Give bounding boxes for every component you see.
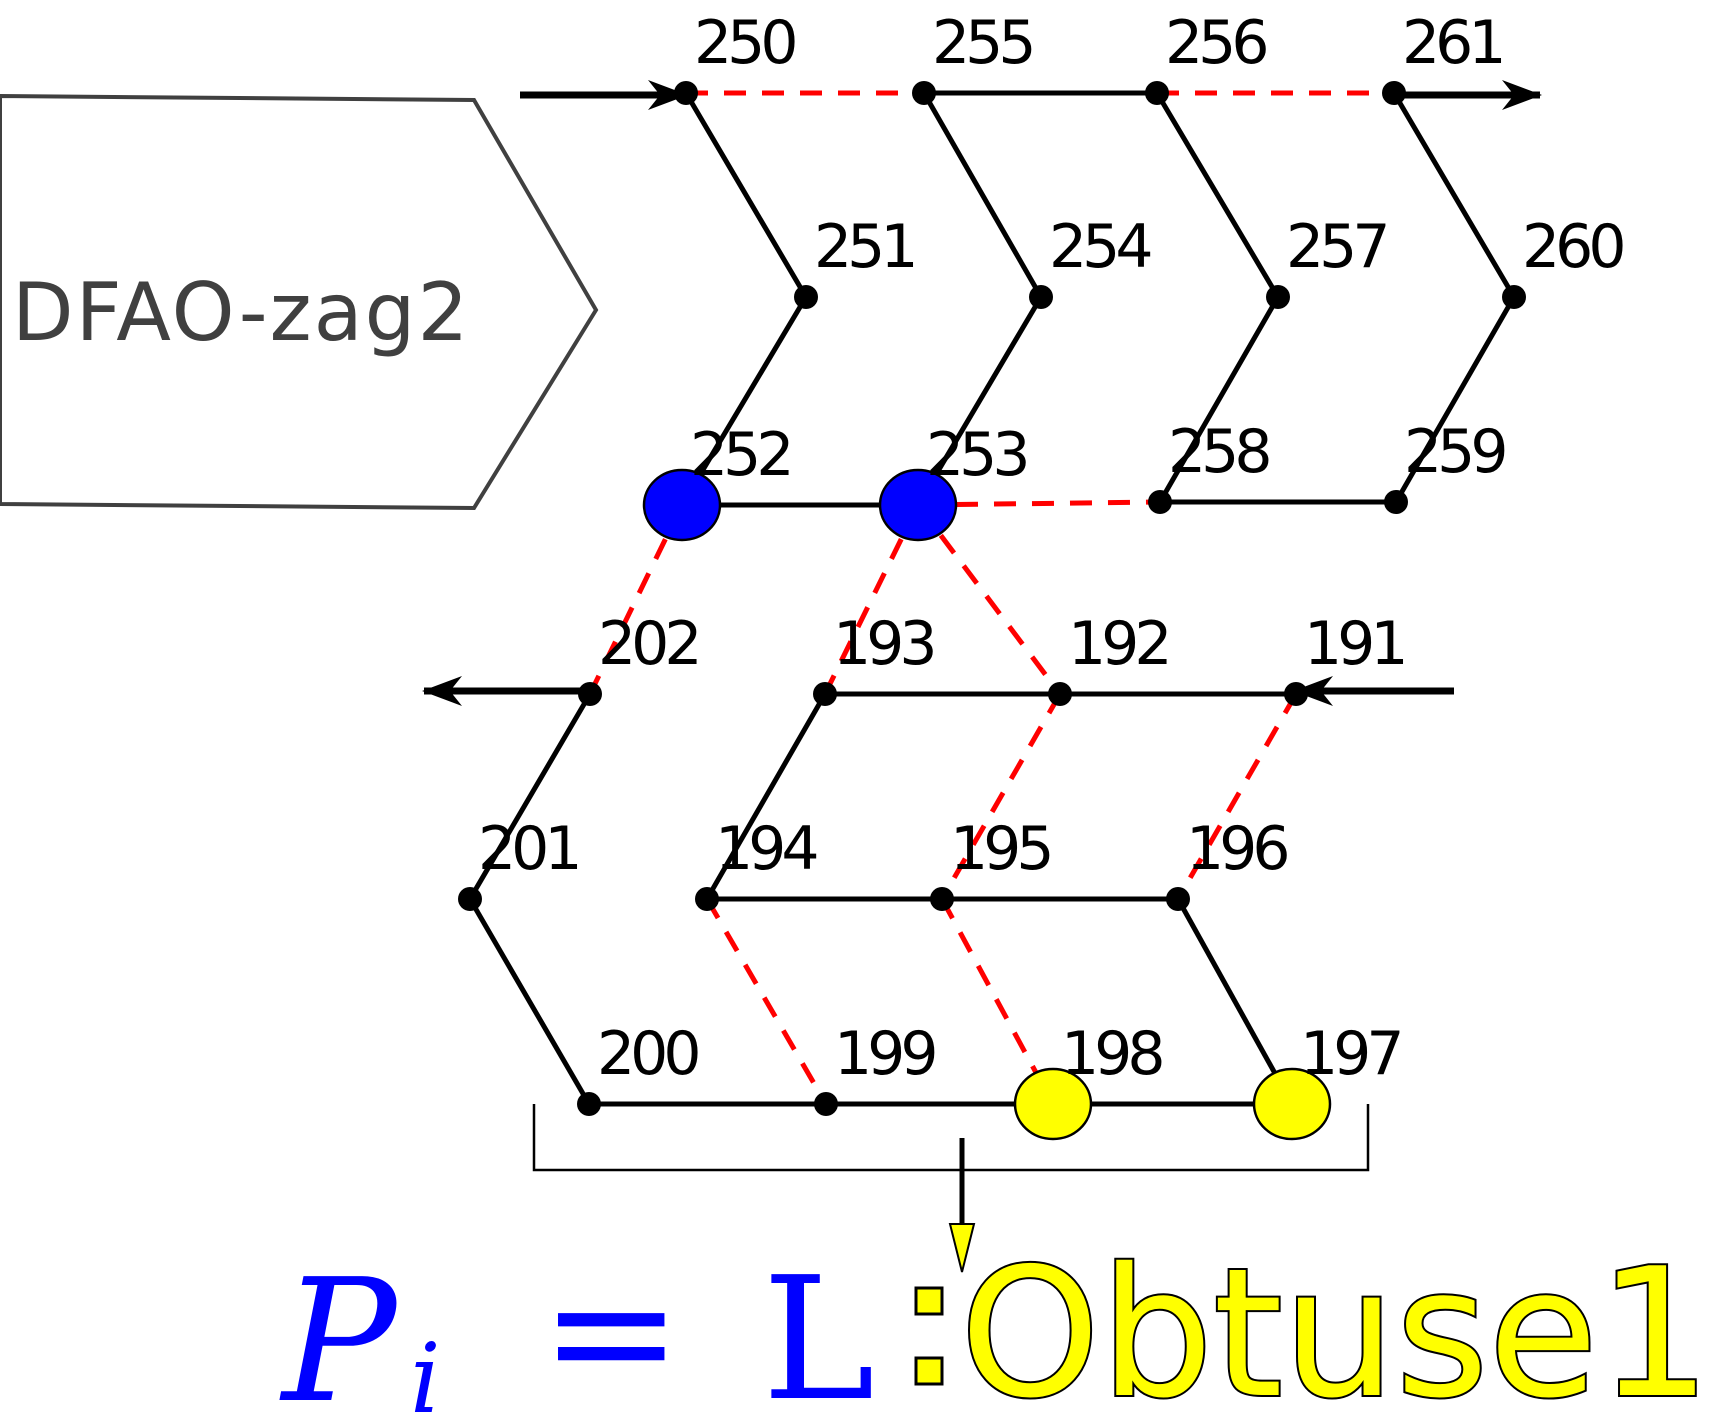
separator-dot-top bbox=[914, 1286, 944, 1316]
edge-255-254 bbox=[921, 91, 1044, 299]
node-261 bbox=[1382, 81, 1406, 105]
node-258 bbox=[1148, 490, 1172, 514]
node-label-255: 255 bbox=[932, 8, 1032, 78]
edge-261-260 bbox=[1391, 91, 1517, 299]
node-label-257: 257 bbox=[1286, 212, 1386, 282]
node-label-254: 254 bbox=[1049, 212, 1150, 282]
node-label-251: 251 bbox=[814, 212, 914, 282]
node-192 bbox=[1048, 682, 1072, 706]
formula-symbol: P bbox=[279, 1243, 399, 1421]
edge-202-201 bbox=[467, 692, 593, 901]
edge-193-194 bbox=[704, 692, 828, 901]
node-259 bbox=[1384, 490, 1408, 514]
node-label-198: 198 bbox=[1061, 1019, 1162, 1089]
edge-192-195 bbox=[939, 692, 1063, 901]
formula-equals: = bbox=[540, 1233, 682, 1421]
node-label-258: 258 bbox=[1168, 417, 1269, 487]
edge-253-192 bbox=[916, 503, 1062, 696]
node-label-200: 200 bbox=[597, 1019, 698, 1089]
node-label-259: 259 bbox=[1404, 417, 1504, 487]
node-label-196: 196 bbox=[1186, 814, 1287, 884]
pointer-arrowhead bbox=[948, 1223, 976, 1273]
flow-arrows bbox=[422, 80, 1542, 706]
edge-250-251 bbox=[683, 91, 809, 299]
node-label-199: 199 bbox=[834, 1019, 934, 1089]
node-label-194: 194 bbox=[715, 814, 816, 884]
formula-result: Obtuse1 bbox=[960, 1230, 1711, 1421]
node-257 bbox=[1266, 285, 1290, 309]
node-200 bbox=[577, 1092, 601, 1116]
edge-194-199 bbox=[704, 897, 829, 1106]
node-label-193: 193 bbox=[833, 609, 933, 679]
node-label-260: 260 bbox=[1522, 212, 1623, 282]
node-label-252: 252 bbox=[690, 420, 790, 490]
node-251 bbox=[794, 285, 818, 309]
edge-196-197 bbox=[1175, 897, 1295, 1106]
node-label-202: 202 bbox=[598, 609, 698, 679]
node-label-191: 191 bbox=[1304, 609, 1404, 679]
node-195 bbox=[930, 887, 954, 911]
separator-dot-bottom bbox=[914, 1356, 944, 1386]
node-label-195: 195 bbox=[950, 814, 1050, 884]
node-199 bbox=[814, 1092, 838, 1116]
bracket-line bbox=[532, 1104, 1370, 1172]
edge-257-258 bbox=[1157, 295, 1281, 504]
node-255 bbox=[912, 81, 936, 105]
node-197 bbox=[1252, 1067, 1332, 1141]
edge-256-257 bbox=[1154, 91, 1281, 299]
nodes-layer bbox=[458, 81, 1526, 1141]
node-label-253: 253 bbox=[926, 420, 1026, 490]
banner-shape bbox=[0, 93, 599, 511]
node-label-261: 261 bbox=[1402, 8, 1502, 78]
node-201 bbox=[458, 887, 482, 911]
node-193 bbox=[813, 682, 837, 706]
node-196 bbox=[1166, 887, 1190, 911]
node-label-201: 201 bbox=[478, 814, 578, 884]
edge-251-252 bbox=[679, 295, 809, 507]
node-250 bbox=[674, 81, 698, 105]
node-198 bbox=[1013, 1067, 1093, 1141]
node-253 bbox=[878, 468, 958, 542]
node-202 bbox=[578, 682, 602, 706]
dfao-banner: DFAO-zag2 bbox=[0, 93, 599, 511]
edge-254-253 bbox=[915, 295, 1044, 507]
node-260 bbox=[1502, 285, 1526, 309]
node-254 bbox=[1029, 285, 1053, 309]
node-256 bbox=[1145, 81, 1169, 105]
node-252 bbox=[642, 468, 722, 542]
node-label-250: 250 bbox=[694, 8, 795, 78]
labels-layer: 250 255 256 261 251 254 257 260 252 253 258 259 202 1… bbox=[478, 8, 1628, 1089]
formula-subscript: i bbox=[410, 1323, 441, 1421]
edge-253-258 bbox=[917, 499, 1161, 508]
formula: P i = L Obtuse1 bbox=[279, 1228, 1713, 1421]
edge-260-259 bbox=[1393, 295, 1517, 504]
node-194 bbox=[695, 887, 719, 911]
node-label-256: 256 bbox=[1165, 8, 1266, 78]
node-label-192: 192 bbox=[1068, 609, 1168, 679]
edge-195-198 bbox=[939, 897, 1056, 1106]
node-label-197: 197 bbox=[1300, 1019, 1400, 1089]
banner-label: DFAO-zag2 bbox=[12, 266, 470, 359]
edge-201-200 bbox=[467, 897, 592, 1106]
output-bracket bbox=[532, 1104, 1370, 1273]
edges-layer bbox=[467, 90, 1517, 1107]
edge-191-196 bbox=[1175, 692, 1299, 901]
node-191 bbox=[1284, 682, 1308, 706]
formula-value: L bbox=[762, 1241, 875, 1421]
